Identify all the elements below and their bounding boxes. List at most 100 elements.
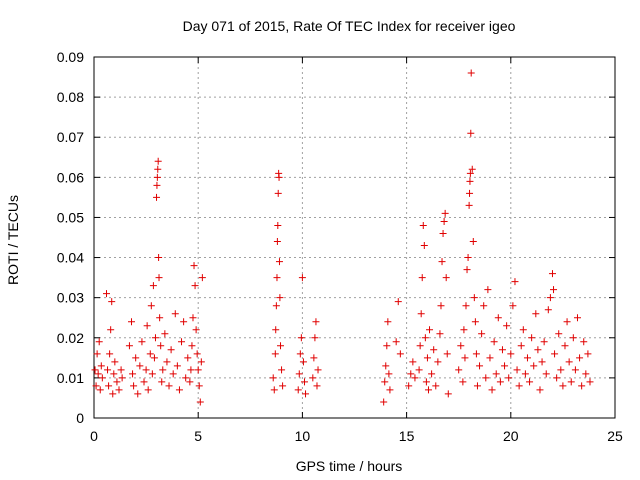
data-point bbox=[584, 350, 592, 358]
data-point bbox=[129, 370, 137, 378]
data-point bbox=[163, 358, 171, 366]
data-point bbox=[521, 370, 529, 378]
data-point bbox=[382, 362, 390, 370]
data-point bbox=[544, 306, 552, 314]
data-point bbox=[128, 318, 136, 326]
data-point bbox=[394, 298, 402, 306]
data-point bbox=[155, 254, 163, 262]
y-tick-label: 0.07 bbox=[57, 129, 84, 145]
data-point bbox=[153, 193, 161, 201]
x-tick-label: 25 bbox=[607, 428, 623, 444]
data-point bbox=[466, 189, 474, 197]
data-point bbox=[140, 378, 148, 386]
data-point bbox=[486, 354, 494, 362]
data-point bbox=[313, 382, 321, 390]
data-point bbox=[142, 366, 150, 374]
data-point bbox=[117, 366, 125, 374]
data-point bbox=[386, 386, 394, 394]
data-points bbox=[91, 69, 594, 406]
data-point bbox=[158, 378, 166, 386]
data-point bbox=[565, 358, 573, 366]
y-tick-label: 0.04 bbox=[57, 250, 84, 266]
data-point bbox=[573, 314, 581, 322]
data-point bbox=[542, 370, 550, 378]
data-point bbox=[95, 338, 103, 346]
data-point bbox=[109, 390, 117, 398]
data-point bbox=[439, 229, 447, 237]
grid-lines bbox=[94, 57, 615, 418]
data-point bbox=[419, 221, 427, 229]
data-point bbox=[105, 382, 113, 390]
data-point bbox=[392, 338, 400, 346]
data-point bbox=[513, 366, 521, 374]
data-point bbox=[279, 382, 287, 390]
data-point bbox=[191, 282, 199, 290]
data-point bbox=[271, 350, 279, 358]
x-axis-label: GPS time / hours bbox=[296, 458, 403, 474]
data-point bbox=[471, 318, 479, 326]
data-point bbox=[467, 129, 475, 137]
data-point bbox=[92, 382, 100, 390]
x-tick-label: 10 bbox=[295, 428, 311, 444]
data-point bbox=[407, 370, 415, 378]
data-point bbox=[507, 350, 515, 358]
data-point bbox=[173, 362, 181, 370]
data-point bbox=[538, 358, 546, 366]
data-point bbox=[396, 350, 404, 358]
data-point bbox=[555, 330, 563, 338]
data-point bbox=[442, 274, 450, 282]
data-point bbox=[151, 334, 159, 342]
data-point bbox=[138, 338, 146, 346]
data-point bbox=[496, 378, 504, 386]
x-tick-label: 15 bbox=[399, 428, 415, 444]
data-point bbox=[384, 318, 392, 326]
data-point bbox=[468, 165, 476, 173]
data-point bbox=[553, 374, 561, 382]
data-point bbox=[273, 238, 281, 246]
data-point bbox=[467, 69, 475, 77]
y-tick-label: 0.05 bbox=[57, 209, 84, 225]
data-point bbox=[103, 290, 111, 298]
data-point bbox=[517, 342, 525, 350]
data-point bbox=[184, 354, 192, 362]
data-point bbox=[511, 278, 519, 286]
data-point bbox=[423, 354, 431, 362]
data-point bbox=[96, 386, 104, 394]
data-point bbox=[528, 334, 536, 342]
data-point bbox=[381, 378, 389, 386]
data-point bbox=[530, 362, 538, 370]
data-point bbox=[465, 201, 473, 209]
data-point bbox=[171, 310, 179, 318]
data-point bbox=[91, 366, 99, 374]
data-point bbox=[436, 330, 444, 338]
y-tick-label: 0.08 bbox=[57, 89, 84, 105]
data-point bbox=[480, 302, 488, 310]
data-point bbox=[421, 334, 429, 342]
data-point bbox=[270, 386, 278, 394]
data-point bbox=[498, 346, 506, 354]
y-tick-label: 0.06 bbox=[57, 169, 84, 185]
data-point bbox=[136, 362, 144, 370]
data-point bbox=[420, 242, 428, 250]
data-point bbox=[295, 370, 303, 378]
data-point bbox=[473, 382, 481, 390]
data-point bbox=[278, 366, 286, 374]
data-point bbox=[580, 338, 588, 346]
data-point bbox=[125, 342, 133, 350]
data-point bbox=[149, 282, 157, 290]
data-point bbox=[108, 298, 116, 306]
data-point bbox=[93, 350, 101, 358]
data-point bbox=[153, 181, 161, 189]
data-point bbox=[461, 354, 469, 362]
data-point bbox=[194, 366, 202, 374]
data-point bbox=[297, 334, 305, 342]
data-point bbox=[298, 274, 306, 282]
data-point bbox=[444, 390, 452, 398]
data-point bbox=[153, 173, 161, 181]
data-point bbox=[111, 358, 119, 366]
data-point bbox=[563, 318, 571, 326]
y-tick-label: 0.09 bbox=[57, 49, 84, 65]
data-point bbox=[469, 238, 477, 246]
y-tick-label: 0.02 bbox=[57, 330, 84, 346]
data-point bbox=[132, 354, 140, 362]
